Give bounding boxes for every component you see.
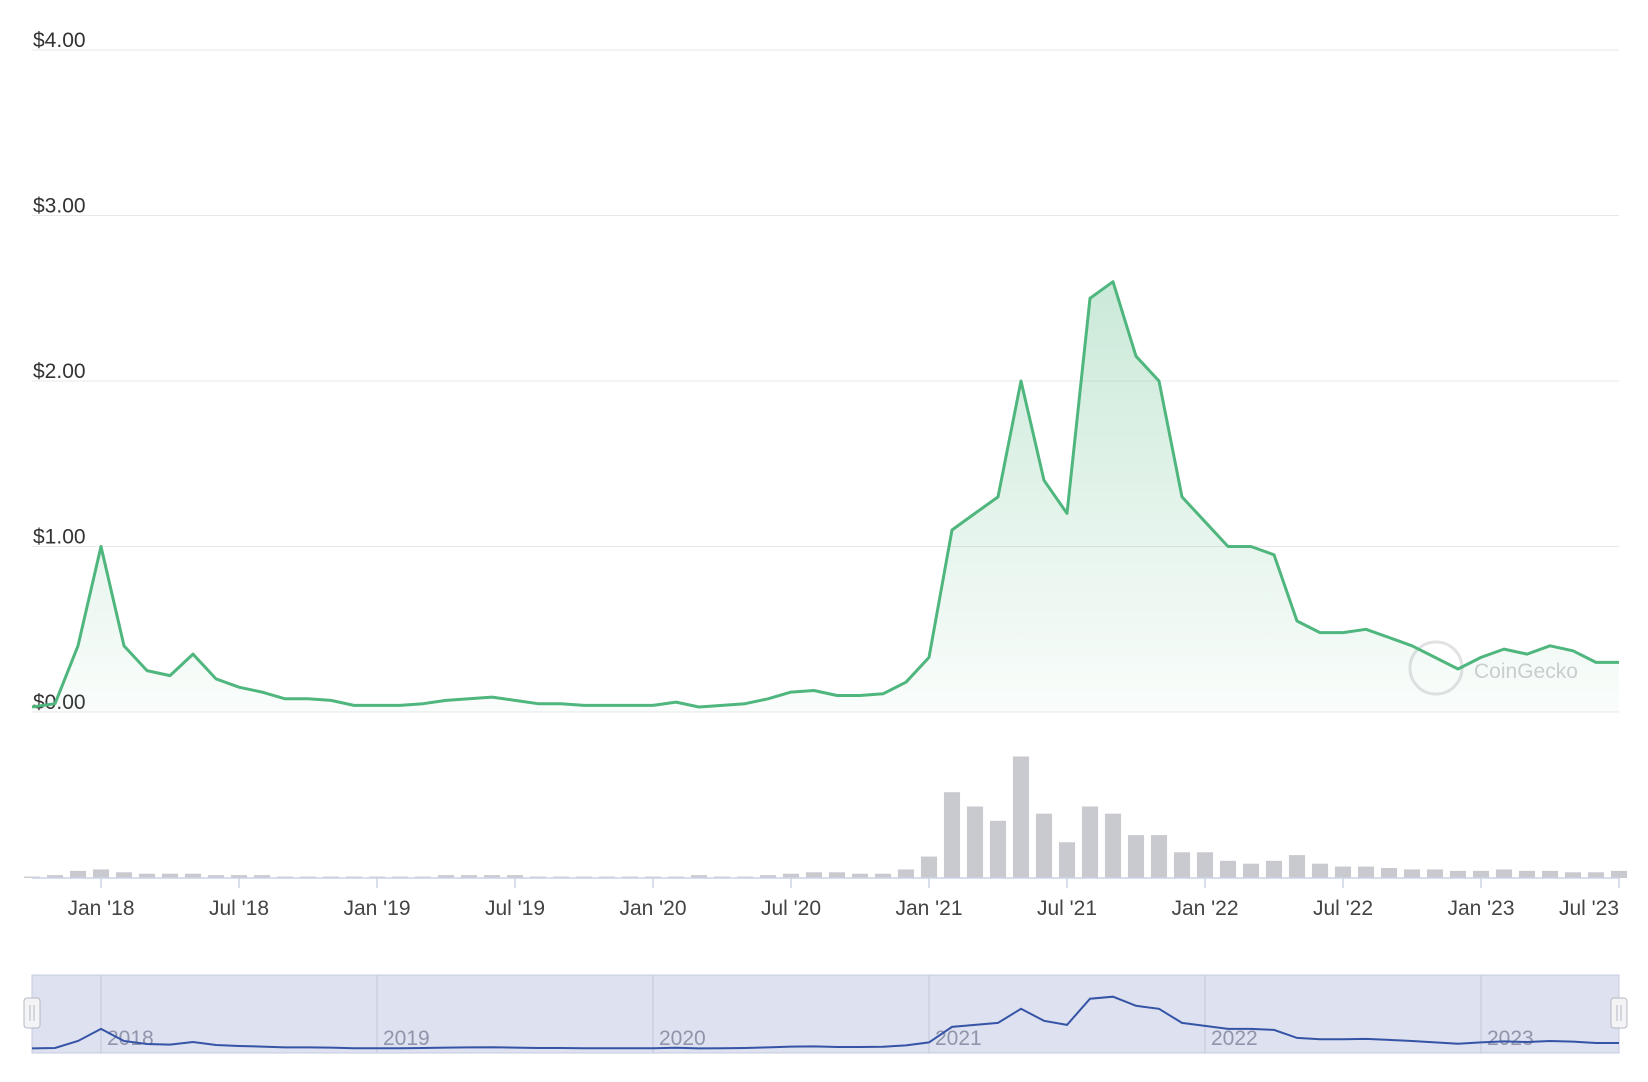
volume-bar [1610,870,1628,878]
navigator-handle[interactable] [23,997,41,1029]
volume-bar [506,875,524,878]
volume-bar [1058,842,1076,878]
volume-bar [966,806,984,878]
navigator-label: 2019 [383,1027,430,1050]
volume-bar [1357,866,1375,878]
volume-bar [1150,835,1168,878]
x-tick-label: Jan '21 [895,897,962,920]
price-line [31,280,1619,709]
volume-bar [69,870,87,878]
volume-bar [1334,866,1352,878]
navigator-label: 2021 [935,1027,982,1050]
x-tick-label: Jan '23 [1447,897,1514,920]
x-tick-label: Jul '18 [209,897,269,920]
volume-bar [207,875,225,878]
volume-bar [759,875,777,878]
volume-bar [828,872,846,878]
volume-bar [1518,870,1536,878]
volume-bar [483,875,501,878]
volume-bar [1564,872,1582,878]
volume-bar [1196,852,1214,878]
volume-bar [1081,806,1099,878]
x-tick-label: Jan '18 [67,897,134,920]
x-tick-label: Jan '22 [1171,897,1238,920]
volume-bar [1403,869,1421,878]
volume-bar [874,873,892,878]
volume-bar [1380,867,1398,878]
volume-bar [1311,863,1329,878]
price-area [32,281,1619,712]
volume-bar [1587,872,1605,878]
navigator-handle[interactable] [1610,997,1628,1029]
volume-bar [253,875,271,878]
y-tick-label: $2.00 [33,360,86,383]
volume-bar [805,872,823,878]
volume-bar [1173,852,1191,878]
volume-bar [460,875,478,878]
volume-bar [1127,835,1145,878]
x-tick-label: Jul '23 [1559,897,1619,920]
volume-bar [943,792,961,878]
x-tick-label: Jul '20 [761,897,821,920]
navigator-label: 2020 [659,1027,706,1050]
volume-bar [138,873,156,878]
volume-bar [46,875,64,878]
volume-bar [1104,813,1122,878]
y-tick-label: $1.00 [33,526,86,549]
volume-bar [920,856,938,878]
volume-bar [782,873,800,878]
volume-bar [1472,870,1490,878]
volume-bar [1012,756,1030,878]
navigator-line [31,995,1619,1050]
navigator-bg [31,974,1620,1054]
y-tick-label: $3.00 [33,195,86,218]
navigator-label: 2023 [1487,1027,1534,1050]
volume-bar [92,869,110,878]
volume-bar [1288,855,1306,878]
volume-bar [851,873,869,878]
x-tick-label: Jan '20 [619,897,686,920]
volume-bar [989,820,1007,878]
x-tick-label: Jul '19 [485,897,545,920]
volume-bar [161,873,179,878]
volume-bar [1426,869,1444,878]
volume-bar [1541,870,1559,878]
volume-bar [1449,870,1467,878]
y-tick-label: $4.00 [33,29,86,52]
volume-bar [1219,860,1237,878]
volume-bar [437,875,455,878]
volume-bar [1242,863,1260,878]
x-tick-label: Jul '21 [1037,897,1097,920]
navigator-label: 2018 [107,1027,154,1050]
volume-bar [230,875,248,878]
x-tick-label: Jul '22 [1313,897,1373,920]
volume-bar [690,875,708,878]
volume-bar [1265,860,1283,878]
volume-bar [1495,869,1513,878]
volume-bar [897,869,915,878]
volume-bar [184,873,202,878]
x-tick-label: Jan '19 [343,897,410,920]
navigator-label: 2022 [1211,1027,1258,1050]
volume-bar [1035,813,1053,878]
volume-bar [115,872,133,878]
